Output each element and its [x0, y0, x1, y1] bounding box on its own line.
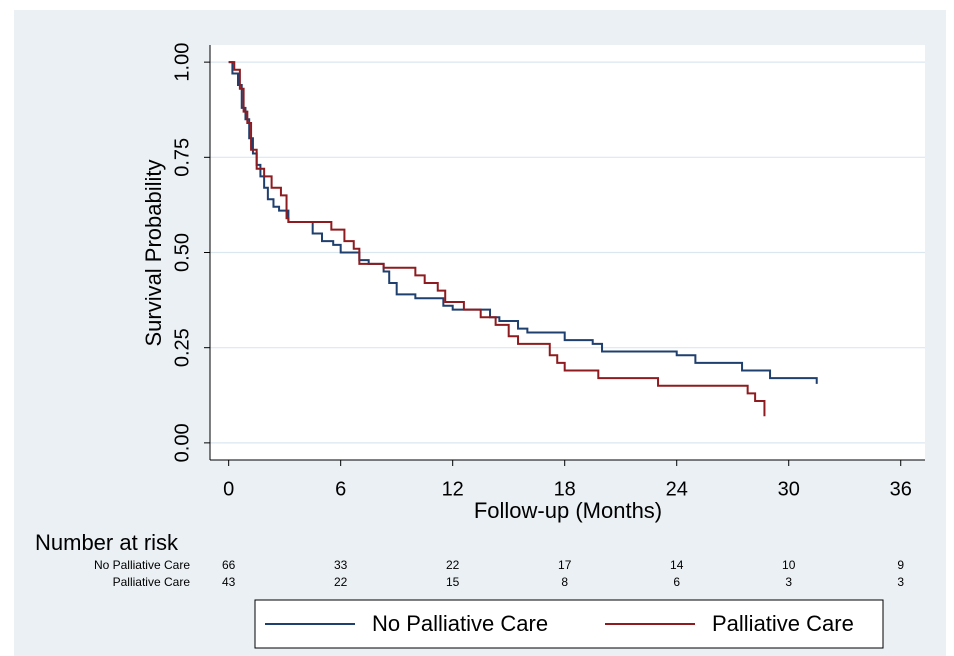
risk-row-label: Palliative Care: [113, 575, 191, 589]
risk-count: 14: [670, 558, 684, 572]
risk-count: 3: [897, 575, 904, 589]
risk-count: 66: [222, 558, 236, 572]
risk-count: 10: [782, 558, 796, 572]
y-tick-label: 0.00: [171, 423, 193, 462]
risk-table-title: Number at risk: [35, 530, 179, 555]
risk-count: 33: [334, 558, 348, 572]
survival-curve: [228, 61, 766, 417]
legend-label: No Palliative Care: [372, 611, 548, 636]
risk-count: 6: [673, 575, 680, 589]
y-tick-label: 0.25: [171, 328, 193, 367]
risk-count: 22: [446, 558, 460, 572]
risk-count: 15: [446, 575, 460, 589]
y-tick-label: 0.50: [171, 233, 193, 272]
x-tick-label: 12: [442, 478, 464, 500]
x-tick-label: 18: [554, 478, 576, 500]
x-tick-label: 6: [335, 478, 346, 500]
x-tick-label: 24: [666, 478, 688, 500]
risk-count: 43: [222, 575, 236, 589]
risk-count: 17: [558, 558, 572, 572]
y-tick-label: 1.00: [171, 43, 193, 82]
x-tick-label: 0: [223, 478, 234, 500]
x-axis-title: Follow-up (Months): [474, 498, 662, 523]
legend-box: [254, 599, 884, 649]
risk-count: 22: [334, 575, 348, 589]
risk-row-label: No Palliative Care: [94, 558, 190, 572]
x-tick-label: 30: [778, 478, 800, 500]
risk-count: 3: [785, 575, 792, 589]
legend-label: Palliative Care: [712, 611, 854, 636]
survival-curve: [228, 61, 818, 384]
y-axis-title: Survival Probability: [141, 159, 166, 346]
x-tick-label: 36: [890, 478, 912, 500]
risk-count: 8: [561, 575, 568, 589]
risk-count: 9: [897, 558, 904, 572]
y-tick-label: 0.75: [171, 138, 193, 177]
